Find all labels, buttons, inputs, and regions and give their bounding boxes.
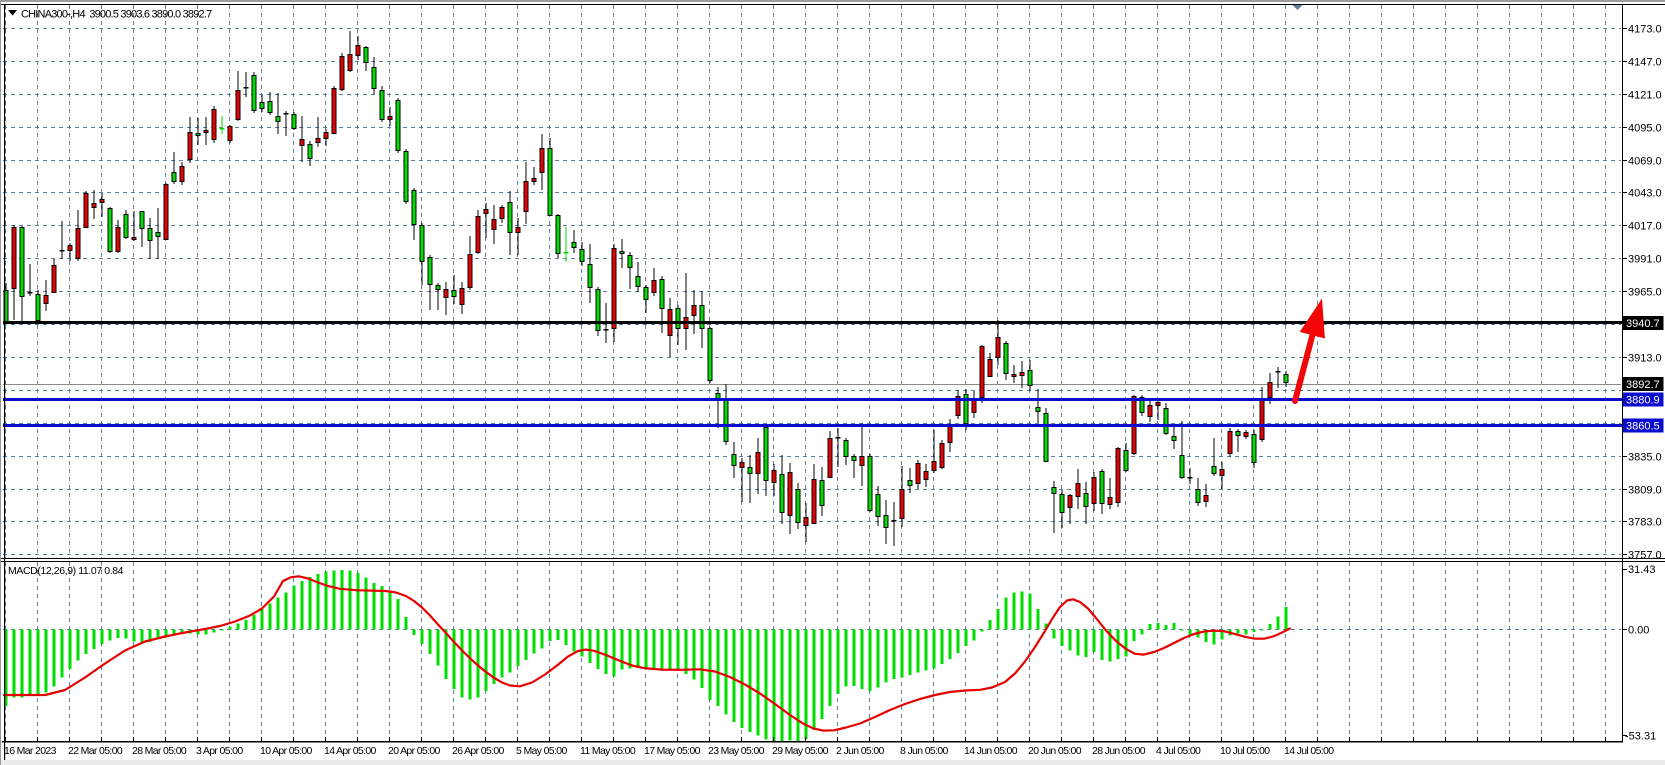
svg-text:29 May 05:00: 29 May 05:00 (772, 745, 829, 757)
svg-text:4 Jul 05:00: 4 Jul 05:00 (1156, 745, 1201, 757)
svg-text:16 Mar 2023: 16 Mar 2023 (4, 745, 57, 757)
svg-text:14 Jul 05:00: 14 Jul 05:00 (1284, 745, 1334, 757)
svg-text:4095.0: 4095.0 (1628, 123, 1662, 135)
svg-text:3913.0: 3913.0 (1628, 353, 1662, 365)
svg-text:28 Mar 05:00: 28 Mar 05:00 (132, 745, 187, 757)
svg-text:4121.0: 4121.0 (1628, 90, 1662, 102)
svg-text:28 Jun 05:00: 28 Jun 05:00 (1092, 745, 1146, 757)
svg-text:CHINA300-,H4 3900.5 3903.6 38: CHINA300-,H4 3900.5 3903.6 3890.0 3892.7 (21, 9, 212, 21)
svg-text:20 Jun 05:00: 20 Jun 05:00 (1028, 745, 1082, 757)
svg-text:3809.0: 3809.0 (1628, 485, 1662, 497)
svg-text:3880.9: 3880.9 (1626, 395, 1660, 407)
svg-text:3 Apr 05:00: 3 Apr 05:00 (196, 745, 243, 757)
svg-text:22 Mar 05:00: 22 Mar 05:00 (68, 745, 123, 757)
svg-text:4043.0: 4043.0 (1628, 188, 1662, 200)
svg-text:3940.7: 3940.7 (1626, 318, 1660, 330)
svg-text:3991.0: 3991.0 (1628, 254, 1662, 266)
svg-text:26 Apr 05:00: 26 Apr 05:00 (452, 745, 505, 757)
svg-text:3965.0: 3965.0 (1628, 287, 1662, 299)
svg-text:4147.0: 4147.0 (1628, 57, 1662, 69)
svg-text:3892.7: 3892.7 (1626, 379, 1660, 391)
svg-text:10 Apr 05:00: 10 Apr 05:00 (260, 745, 313, 757)
svg-text:10 Jul 05:00: 10 Jul 05:00 (1220, 745, 1270, 757)
svg-text:3860.5: 3860.5 (1626, 421, 1660, 433)
svg-text:4017.0: 4017.0 (1628, 221, 1662, 233)
svg-text:11 May 05:00: 11 May 05:00 (580, 745, 636, 757)
svg-text:2 Jun 05:00: 2 Jun 05:00 (836, 745, 885, 757)
svg-text:23 May 05:00: 23 May 05:00 (708, 745, 765, 757)
svg-text:20 Apr 05:00: 20 Apr 05:00 (388, 745, 441, 757)
svg-text:14 Apr 05:00: 14 Apr 05:00 (324, 745, 377, 757)
svg-text:14 Jun 05:00: 14 Jun 05:00 (964, 745, 1018, 757)
svg-text:3783.0: 3783.0 (1628, 517, 1662, 529)
svg-text:3835.0: 3835.0 (1628, 452, 1662, 464)
svg-text:31.43: 31.43 (1628, 564, 1656, 576)
svg-text:17 May 05:00: 17 May 05:00 (644, 745, 701, 757)
svg-text:MACD(12,26,9) 11.07 0.84: MACD(12,26,9) 11.07 0.84 (8, 565, 124, 577)
svg-text:4069.0: 4069.0 (1628, 156, 1662, 168)
svg-text:-53.31: -53.31 (1625, 731, 1656, 743)
svg-text:3757.0: 3757.0 (1628, 550, 1662, 562)
svg-text:4173.0: 4173.0 (1628, 24, 1662, 36)
svg-text:5 May 05:00: 5 May 05:00 (516, 745, 567, 757)
svg-text:0.00: 0.00 (1628, 625, 1649, 637)
svg-text:8 Jun 05:00: 8 Jun 05:00 (900, 745, 949, 757)
